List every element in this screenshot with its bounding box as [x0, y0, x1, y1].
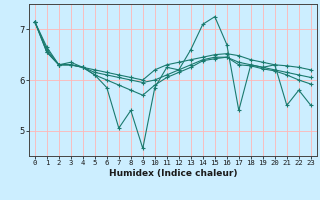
- X-axis label: Humidex (Indice chaleur): Humidex (Indice chaleur): [108, 169, 237, 178]
